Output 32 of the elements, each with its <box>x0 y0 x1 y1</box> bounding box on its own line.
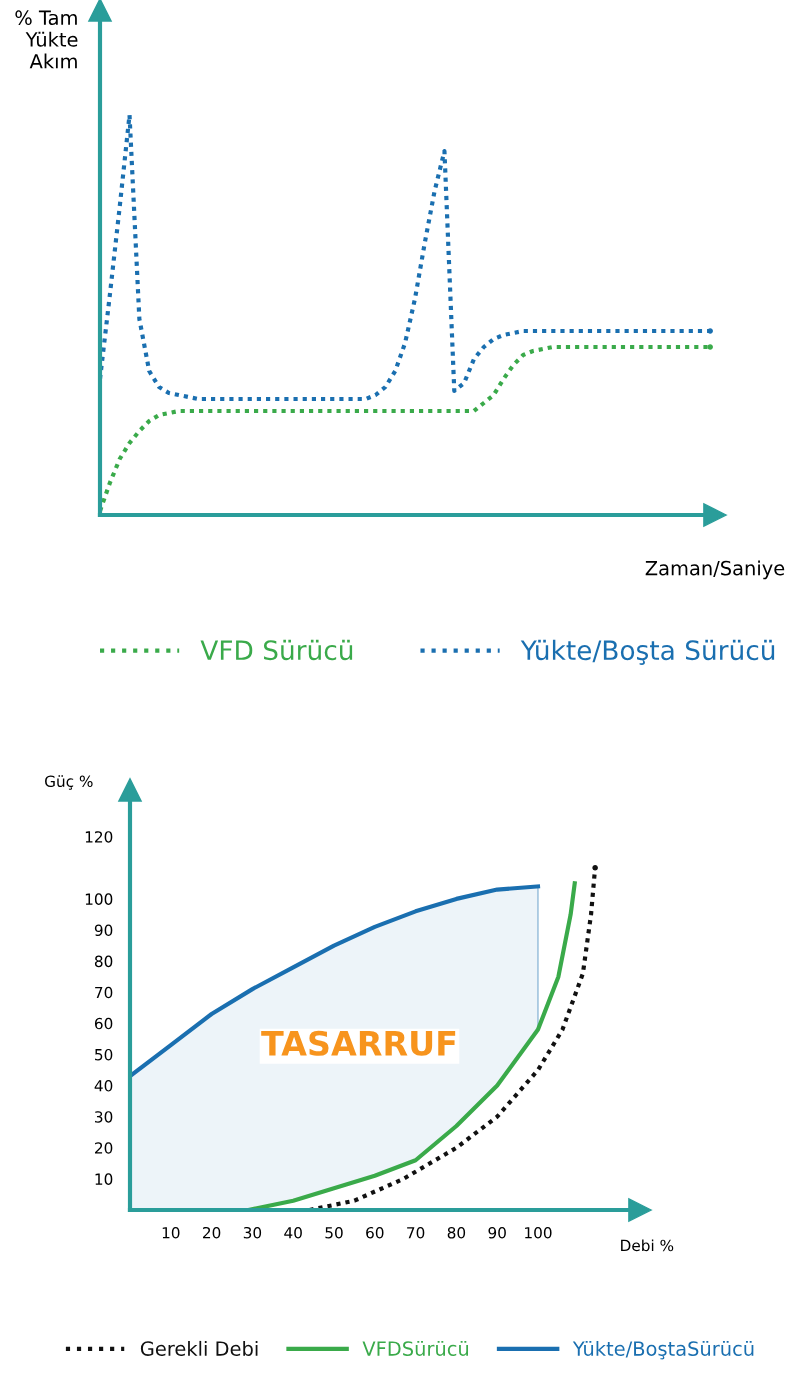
x-tick-label: 40 <box>284 1226 302 1239</box>
y-tick-label: 100 <box>85 893 113 905</box>
x-tick-label: 50 <box>325 1226 343 1239</box>
legend-label: VFDSürücü <box>362 1340 469 1356</box>
legend-label: VFD Sürücü <box>200 639 353 661</box>
x-tick-label: 30 <box>243 1226 262 1239</box>
y-tick-label: 60 <box>94 1017 113 1030</box>
x-axis-title: Debi % <box>621 1239 674 1252</box>
x-tick-label: 60 <box>366 1226 384 1239</box>
y-axis-title: Güç % <box>45 775 93 790</box>
x-tick-label: 100 <box>525 1226 552 1239</box>
y-tick-label: 20 <box>95 1142 113 1154</box>
y-axis-title: % Tam Yükte Akım <box>15 10 78 69</box>
x-axis-title: Zaman/Saniye <box>645 560 785 580</box>
y-tick-label: 40 <box>94 1080 113 1092</box>
line-series <box>130 884 541 1079</box>
y-tick-label: 10 <box>95 1173 113 1185</box>
annotation: TASARRUF <box>261 1030 456 1056</box>
y-tick-label: 30 <box>95 1111 113 1123</box>
x-tick-label: 90 <box>488 1226 506 1239</box>
x-tick-label: 80 <box>447 1226 466 1239</box>
legend-label: Gerekli Debi <box>140 1340 258 1356</box>
legend-label: Yükte/Boşta Sürücü <box>520 639 775 665</box>
legend-label: Yükte/BoştaSürücü <box>572 1340 754 1360</box>
x-tick-label: 20 <box>203 1226 221 1239</box>
y-tick-label: 50 <box>95 1048 113 1061</box>
y-tick-label: 120 <box>85 831 113 843</box>
y-tick-label: 70 <box>95 986 113 999</box>
y-tick-label: 80 <box>94 955 113 968</box>
y-tick-label: 90 <box>94 924 113 937</box>
x-tick-label: 10 <box>162 1226 180 1239</box>
x-tick-label: 70 <box>407 1226 425 1239</box>
